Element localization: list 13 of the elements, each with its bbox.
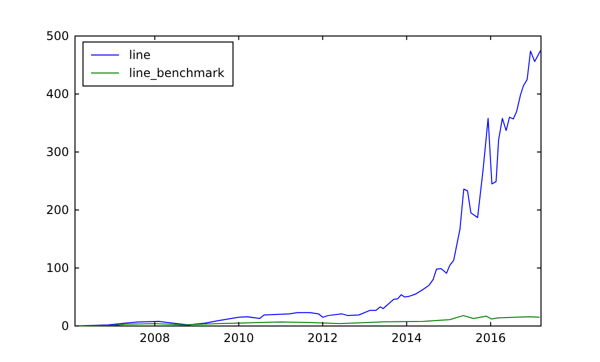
y-tick-label: 200 <box>46 203 69 217</box>
x-tick-label: 2010 <box>223 331 254 345</box>
y-tick-label: 500 <box>46 29 69 43</box>
y-tick-label: 300 <box>46 145 69 159</box>
y-tick-label: 400 <box>46 87 69 101</box>
x-tick-label: 2014 <box>391 331 422 345</box>
legend-label: line_benchmark <box>129 66 224 80</box>
legend-label: line <box>129 48 151 62</box>
x-tick-label: 2008 <box>139 331 170 345</box>
x-tick-label: 2012 <box>307 331 338 345</box>
y-tick-label: 0 <box>61 319 69 333</box>
y-tick-label: 100 <box>46 261 69 275</box>
x-tick-label: 2016 <box>475 331 506 345</box>
